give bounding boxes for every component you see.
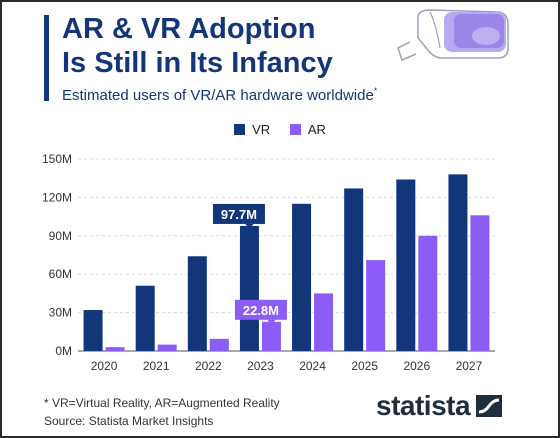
x-tick-label: 2020 xyxy=(91,359,118,373)
bar-ar-2024 xyxy=(314,293,334,351)
x-tick-label: 2023 xyxy=(247,359,274,373)
title-line-2: Is Still in Its Infancy xyxy=(62,47,333,79)
bar-vr-2022 xyxy=(187,256,207,351)
bar-vr-2027 xyxy=(448,174,468,351)
legend-item-vr: VR xyxy=(234,122,270,137)
x-tick-label: 2025 xyxy=(351,359,378,373)
legend-swatch-vr xyxy=(234,124,246,135)
x-tick-label: 2024 xyxy=(299,359,326,373)
legend-swatch-ar xyxy=(289,124,301,135)
subtitle: Estimated users of VR/AR hardware worldw… xyxy=(62,86,377,104)
bar-ar-2025 xyxy=(366,260,386,351)
subtitle-footnote-mark: * xyxy=(373,86,378,96)
x-tick-label: 2022 xyxy=(195,359,222,373)
bar-ar-2021 xyxy=(157,344,177,351)
data-label-box-vr xyxy=(212,203,265,224)
bar-ar-2023 xyxy=(261,321,281,351)
y-tick-label: 150M xyxy=(42,152,72,166)
vr-headset-icon xyxy=(397,9,509,62)
x-tick-label: 2021 xyxy=(143,359,170,373)
bar-ar-2027 xyxy=(470,215,490,351)
bar-ar-2026 xyxy=(418,235,438,351)
legend-item-ar: AR xyxy=(289,122,326,137)
bar-vr-2024 xyxy=(292,203,312,351)
page-title: AR & VR Adoption Is Still in Its Infancy xyxy=(62,12,333,80)
legend-label-vr: VR xyxy=(252,122,271,137)
brand-logo: statista xyxy=(376,390,503,422)
data-label-pointer-ar xyxy=(267,319,276,325)
bar-ar-2022 xyxy=(209,338,229,351)
y-tick-label: 30M xyxy=(49,306,72,320)
bar-vr-2025 xyxy=(344,188,364,351)
brand-wordmark: statista xyxy=(376,390,471,421)
footnote-source: Source: Statista Market Insights xyxy=(44,414,214,428)
data-label-ar: 22.8M xyxy=(243,303,279,318)
x-tick-label: 2026 xyxy=(403,359,430,373)
footnote: * VR=Virtual Reality, AR=Augmented Reali… xyxy=(44,394,280,430)
footnote-definitions: * VR=Virtual Reality, AR=Augmented Reali… xyxy=(44,396,280,410)
y-tick-label: 90M xyxy=(49,229,72,243)
bar-ar-2020 xyxy=(105,347,125,351)
bar-vr-2023 xyxy=(239,225,259,351)
data-label-vr: 97.7M xyxy=(221,207,257,222)
bar-vr-2026 xyxy=(396,179,416,351)
title-accent-bar xyxy=(44,15,49,101)
title-line-1: AR & VR Adoption xyxy=(62,13,316,45)
bar-vr-2020 xyxy=(83,310,103,351)
x-tick-label: 2027 xyxy=(456,359,483,373)
chart-legend: VR AR xyxy=(0,122,560,138)
subtitle-text: Estimated users of VR/AR hardware worldw… xyxy=(62,87,374,104)
y-tick-label: 60M xyxy=(49,267,72,281)
legend-label-ar: AR xyxy=(307,122,326,137)
y-tick-label: 120M xyxy=(42,190,72,204)
data-label-pointer-vr xyxy=(245,223,254,229)
bar-vr-2021 xyxy=(135,285,155,351)
y-tick-label: 0M xyxy=(55,344,72,358)
statista-logo-icon xyxy=(476,395,503,417)
data-label-box-ar xyxy=(234,299,287,320)
